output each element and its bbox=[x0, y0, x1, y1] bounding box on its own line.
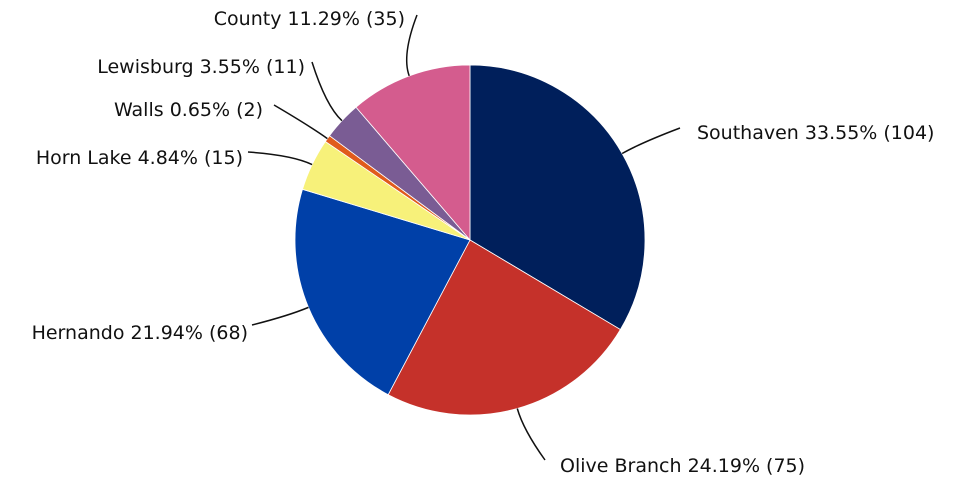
slice-label-name: Horn Lake bbox=[36, 147, 132, 169]
slice-label-value: 33.55% (104) bbox=[805, 122, 935, 144]
slice-label-value: 4.84% (15) bbox=[138, 147, 243, 169]
slice-label-value: 11.29% (35) bbox=[288, 8, 406, 30]
slice-label: Lewisburg 3.55% (11) bbox=[97, 56, 305, 78]
slice-label: Southaven 33.55% (104) bbox=[697, 122, 934, 144]
leader-line bbox=[251, 306, 309, 326]
pie-slice bbox=[469, 64, 646, 331]
slice-label-value: 24.19% (75) bbox=[688, 455, 806, 477]
slice-label-value: 0.65% (2) bbox=[170, 99, 263, 121]
leader-line bbox=[273, 104, 328, 140]
leader-line bbox=[621, 127, 681, 155]
slice-label-value: 21.94% (68) bbox=[131, 322, 249, 344]
slice-label-name: County bbox=[214, 8, 282, 30]
slice-label-name: Southaven bbox=[697, 122, 799, 144]
leader-line bbox=[247, 151, 313, 166]
slice-label-name: Olive Branch bbox=[560, 455, 682, 477]
leader-line bbox=[311, 61, 343, 122]
slice-label: County 11.29% (35) bbox=[214, 8, 405, 30]
pie-slice bbox=[387, 239, 621, 416]
slice-label: Horn Lake 4.84% (15) bbox=[36, 147, 243, 169]
slice-label-name: Lewisburg bbox=[97, 56, 193, 78]
leader-line bbox=[405, 14, 418, 77]
leader-line bbox=[516, 408, 546, 461]
pie-slice bbox=[294, 188, 471, 396]
slice-label-name: Hernando bbox=[32, 322, 125, 344]
slice-label: Hernando 21.94% (68) bbox=[32, 322, 248, 344]
slice-label-value: 3.55% (11) bbox=[200, 56, 305, 78]
slice-label: Walls 0.65% (2) bbox=[114, 99, 263, 121]
slice-label-name: Walls bbox=[114, 99, 164, 121]
slice-label: Olive Branch 24.19% (75) bbox=[560, 455, 805, 477]
